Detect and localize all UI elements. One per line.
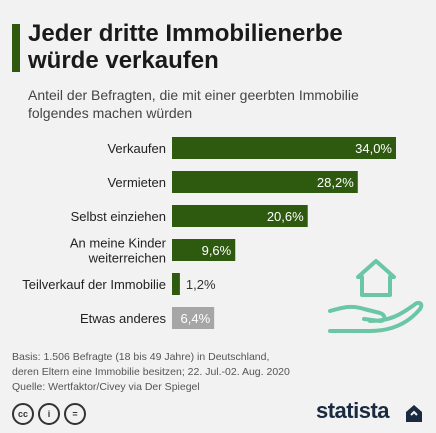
footer-note: Basis: 1.506 Befragte (18 bis 49 Jahre) … bbox=[12, 350, 422, 395]
subtitle-line-2: folgendes machen würden bbox=[28, 105, 193, 121]
bar bbox=[172, 307, 215, 329]
category-label: Vermieten bbox=[107, 175, 166, 190]
value-label: 20,6% bbox=[267, 209, 304, 224]
value-label: 28,2% bbox=[317, 175, 354, 190]
license-icons: cc i = bbox=[12, 403, 86, 425]
hand-holding-house-icon bbox=[328, 259, 424, 333]
title-line-2: würde verkaufen bbox=[28, 47, 219, 74]
no-derivatives-icon[interactable]: = bbox=[64, 403, 86, 425]
basis-line-2: deren Eltern eine Immobilie besitzen; 22… bbox=[12, 366, 290, 378]
attribution-icon[interactable]: i bbox=[38, 403, 60, 425]
category-label: Selbst einziehen bbox=[71, 209, 166, 224]
category-label: weiterreichen bbox=[88, 251, 166, 266]
source-line: Quelle: Wertfaktor/Civey via Der Spiegel bbox=[12, 381, 200, 393]
bar bbox=[172, 239, 236, 261]
bar-chart: 34,0% Verkaufen 28,2% Vermieten 20,6% Selbst … bbox=[22, 137, 424, 333]
statista-logo-mark-icon bbox=[406, 405, 422, 422]
subtitle-line-1: Anteil der Befragten, die mit einer geer… bbox=[28, 87, 359, 103]
bar bbox=[172, 205, 308, 227]
basis-line-1: Basis: 1.506 Befragte (18 bis 49 Jahre) … bbox=[12, 351, 270, 363]
value-label: 6,4% bbox=[181, 311, 211, 326]
statista-logo[interactable]: statista bbox=[316, 398, 390, 423]
bar bbox=[172, 171, 358, 193]
bar bbox=[172, 273, 180, 295]
title-accent-bar bbox=[12, 24, 20, 72]
category-label: An meine Kinder bbox=[70, 236, 167, 251]
value-label: 1,2% bbox=[186, 277, 216, 292]
bars-group: 34,0% Verkaufen 28,2% Vermieten 20,6% Selbst … bbox=[22, 137, 396, 329]
title-line-1: Jeder dritte Immobilienerbe bbox=[28, 20, 343, 47]
bar bbox=[172, 137, 396, 159]
category-label: Verkaufen bbox=[107, 141, 166, 156]
chart-title: Jeder dritte Immobilienerbe würde verkau… bbox=[28, 20, 428, 74]
value-label: 34,0% bbox=[355, 141, 392, 156]
chart-subtitle: Anteil der Befragten, die mit einer geer… bbox=[28, 86, 428, 122]
value-label: 9,6% bbox=[202, 243, 232, 258]
category-label: Teilverkauf der Immobilie bbox=[22, 277, 166, 292]
category-label: Etwas anderes bbox=[80, 311, 166, 326]
creative-commons-icon[interactable]: cc bbox=[12, 403, 34, 425]
